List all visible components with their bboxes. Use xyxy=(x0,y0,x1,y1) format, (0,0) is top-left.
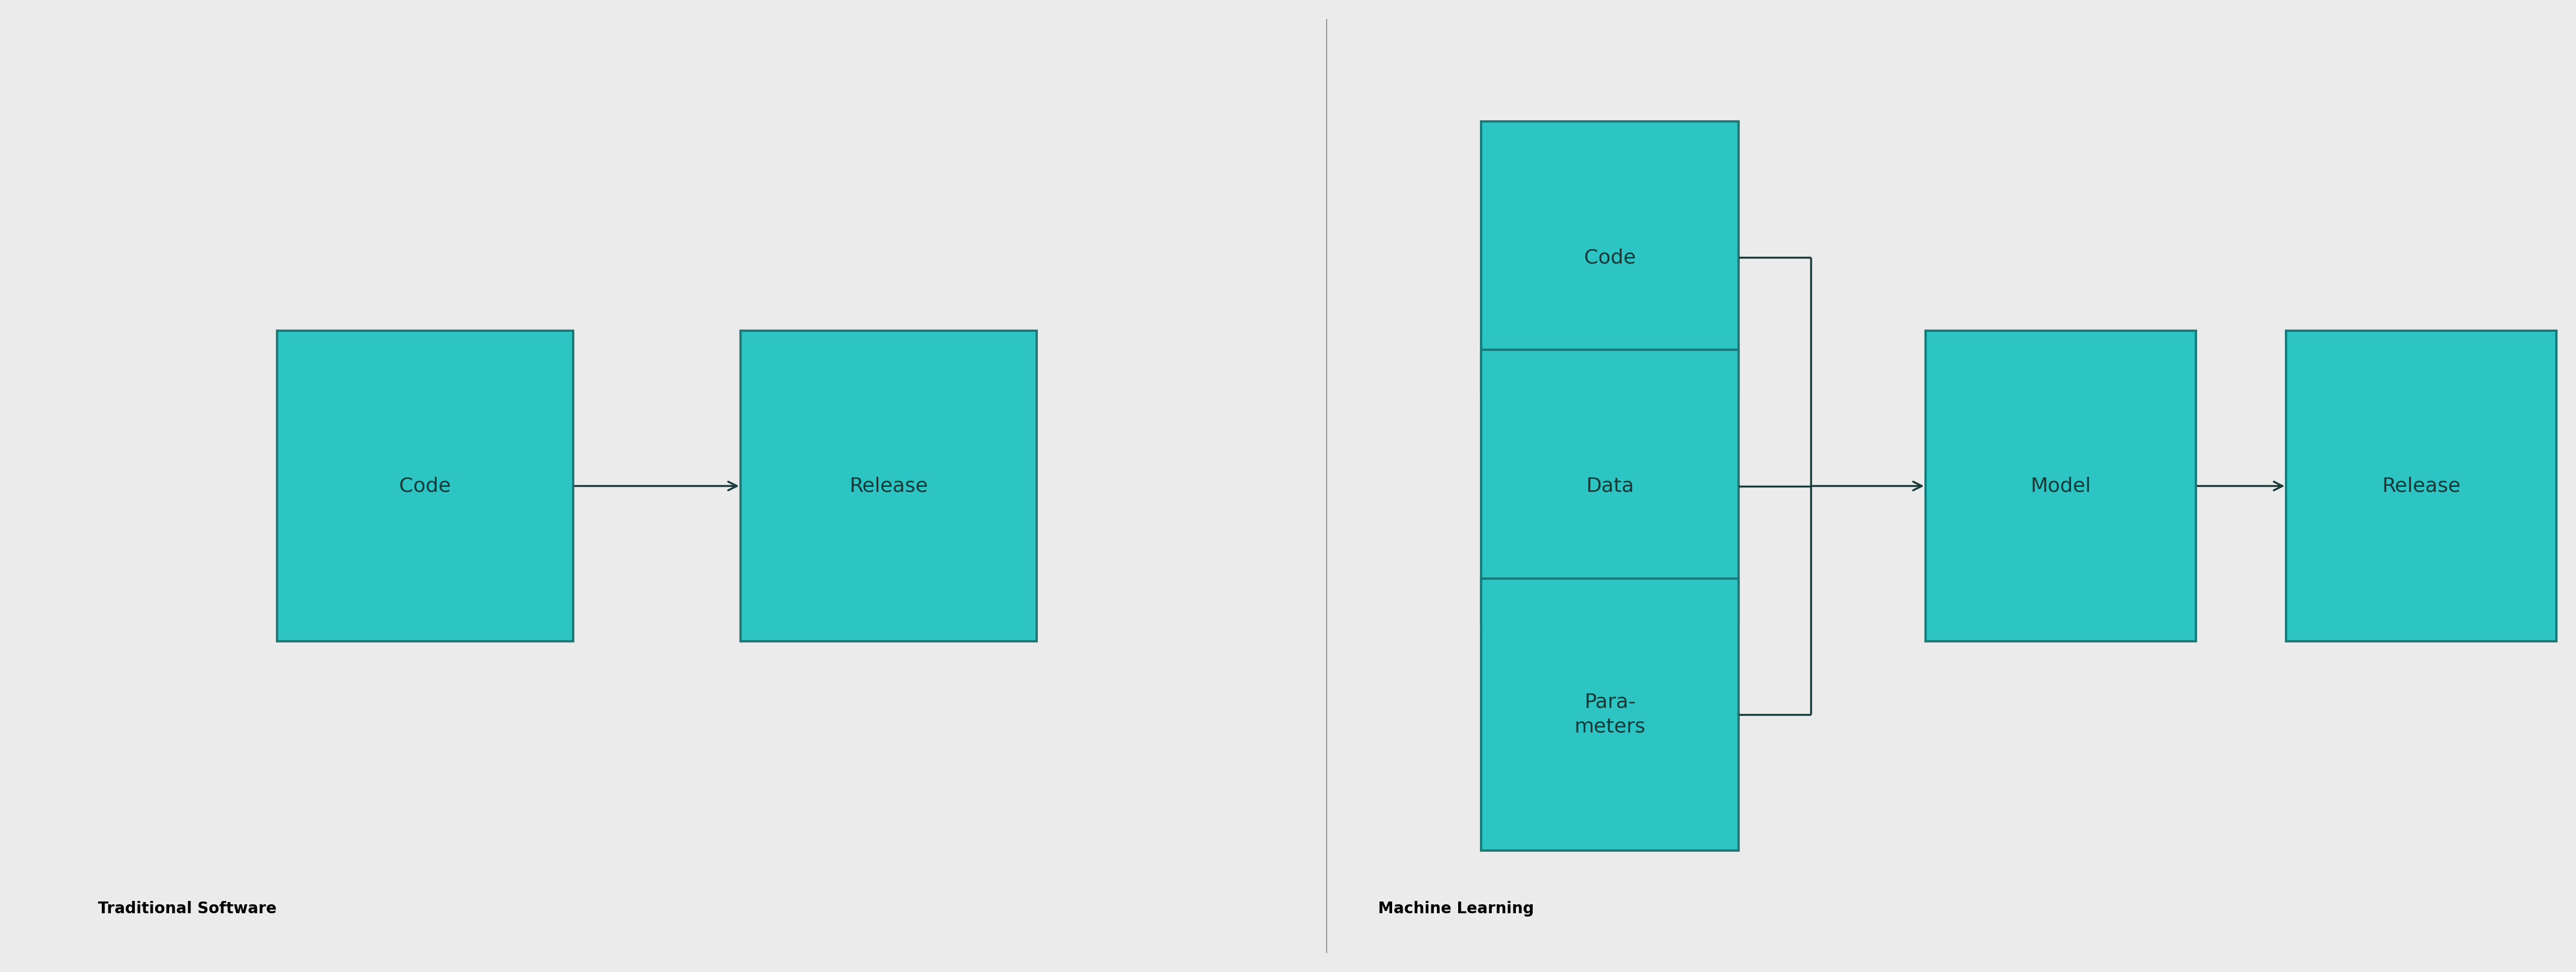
Text: Machine Learning: Machine Learning xyxy=(1378,901,1535,917)
Text: Traditional Software: Traditional Software xyxy=(98,901,276,917)
FancyBboxPatch shape xyxy=(1481,350,1739,622)
FancyBboxPatch shape xyxy=(1924,330,2195,642)
Text: Code: Code xyxy=(399,476,451,496)
Text: Data: Data xyxy=(1587,476,1633,496)
Text: Release: Release xyxy=(2383,476,2460,496)
FancyBboxPatch shape xyxy=(1481,122,1739,394)
FancyBboxPatch shape xyxy=(278,330,572,642)
FancyBboxPatch shape xyxy=(739,330,1036,642)
Text: Model: Model xyxy=(2030,476,2092,496)
Text: Para-
meters: Para- meters xyxy=(1574,693,1646,736)
Text: Release: Release xyxy=(850,476,927,496)
FancyBboxPatch shape xyxy=(1481,578,1739,850)
Text: Code: Code xyxy=(1584,248,1636,267)
FancyBboxPatch shape xyxy=(2285,330,2555,642)
